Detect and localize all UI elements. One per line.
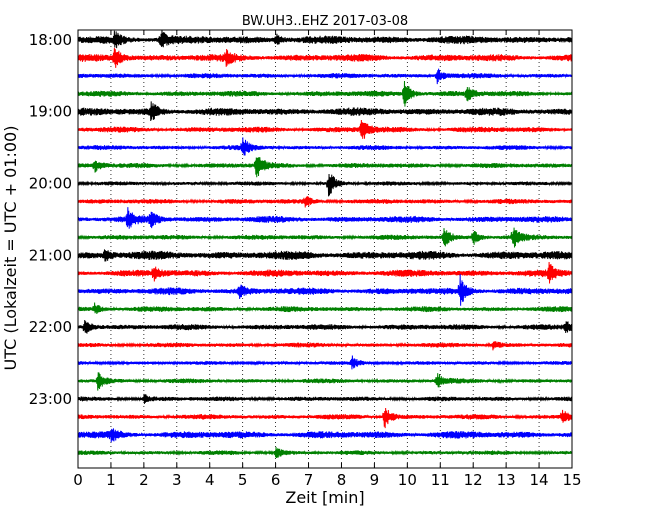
trace-2100 xyxy=(77,249,573,262)
y-tick-label: 18:00 xyxy=(29,31,72,49)
trace-1915 xyxy=(77,119,573,139)
chart-title: BW.UH3..EHZ 2017-03-08 xyxy=(242,14,408,29)
y-tick-label: 20:00 xyxy=(29,174,72,192)
trace-2230 xyxy=(77,355,573,370)
y-tick-label: 23:00 xyxy=(29,390,72,408)
trace-2000 xyxy=(77,174,573,197)
y-tick-label: 21:00 xyxy=(29,246,72,264)
trace-2315 xyxy=(77,408,573,429)
x-tick-label: 2 xyxy=(139,471,149,489)
trace-1945 xyxy=(77,157,573,178)
trace-layer xyxy=(77,30,573,459)
x-tick-label: 6 xyxy=(271,471,281,489)
x-tick-label: 11 xyxy=(431,471,450,489)
tick-layer: 0 1 2 3 4 5 6 7 8 9 10 11 12 13 14 1518:0019:0020:0021:… xyxy=(29,30,582,489)
trace-2330 xyxy=(77,428,573,443)
x-tick-label: 10 xyxy=(398,471,417,489)
y-tick-label: 22:00 xyxy=(29,318,72,336)
x-tick-label: 13 xyxy=(497,471,516,489)
trace-1930 xyxy=(77,137,573,156)
trace-1845 xyxy=(77,80,573,107)
trace-2130 xyxy=(77,274,573,306)
trace-2215 xyxy=(77,341,573,351)
x-tick-label: 14 xyxy=(530,471,549,489)
x-tick-label: 15 xyxy=(562,471,581,489)
x-tick-label: 0 xyxy=(73,471,83,489)
trace-1900 xyxy=(77,101,573,122)
x-tick-label: 1 xyxy=(106,471,116,489)
trace-2300 xyxy=(77,393,573,404)
trace-2145 xyxy=(77,302,573,315)
trace-1800 xyxy=(77,30,573,49)
x-axis-label: Zeit [min] xyxy=(285,488,364,507)
trace-1815 xyxy=(77,47,573,68)
trace-1830 xyxy=(77,68,573,85)
trace-2345 xyxy=(77,446,573,459)
trace-2200 xyxy=(77,319,573,334)
x-tick-label: 9 xyxy=(370,471,380,489)
trace-2015 xyxy=(77,196,573,208)
trace-2030 xyxy=(77,207,573,229)
plot-frame xyxy=(77,29,573,469)
x-tick-label: 12 xyxy=(464,471,483,489)
y-tick-label: 19:00 xyxy=(29,103,72,121)
y-axis-label: UTC (Lokalzeit = UTC + 01:00) xyxy=(1,126,20,371)
x-tick-label: 4 xyxy=(205,471,215,489)
trace-2245 xyxy=(77,372,573,391)
x-tick-label: 5 xyxy=(238,471,248,489)
x-tick-label: 7 xyxy=(304,471,314,489)
trace-2115 xyxy=(77,262,573,284)
trace-2045 xyxy=(77,227,573,248)
x-tick-label: 3 xyxy=(172,471,182,489)
x-tick-label: 8 xyxy=(337,471,347,489)
